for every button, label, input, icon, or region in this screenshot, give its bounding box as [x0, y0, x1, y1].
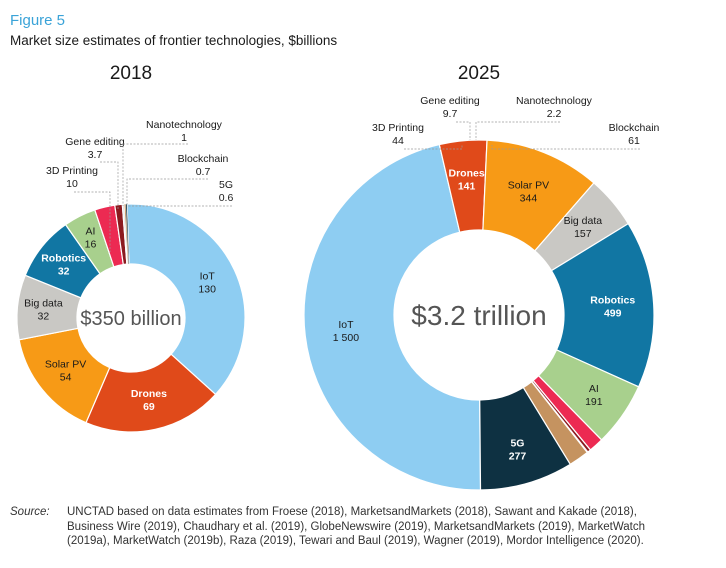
slice-value-solar-pv: 54 [60, 372, 72, 384]
chart-title-2025: 2025 [458, 63, 500, 84]
slice-drones [85, 353, 217, 433]
slice-value-ai: 16 [85, 239, 97, 251]
slice-label-solar-pv: Solar PV [45, 359, 86, 371]
slice-label-5g: 5G [510, 438, 524, 450]
slice-label-3d-printing: 3D Printing [46, 165, 98, 177]
slice-label-drones: Drones [448, 168, 484, 180]
slice-value-5g: 277 [509, 451, 527, 463]
leader-line-nanotechnology [475, 121, 560, 140]
slice-value-nanotechnology: 2.2 [547, 108, 562, 120]
slice-value-blockchain: 61 [628, 135, 640, 147]
slice-label-blockchain: Blockchain [178, 153, 229, 165]
slice-value-iot: 1 500 [333, 332, 359, 344]
leader-line-3d-printing [404, 145, 463, 150]
slice-label-blockchain: Blockchain [609, 122, 660, 134]
leader-line-3d-printing [74, 191, 111, 252]
slice-iot [126, 203, 246, 396]
slice-label-robotics: Robotics [590, 295, 635, 307]
slice-label-big-data: Big data [24, 298, 63, 310]
slice-label-iot: IoT [200, 271, 216, 283]
slice-value-robotics: 499 [604, 308, 622, 320]
slice-label-3d-printing: 3D Printing [372, 122, 424, 134]
slice-label-big-data: Big data [564, 215, 603, 227]
figure-label: Figure 5 [10, 12, 66, 29]
slice-value-solar-pv: 344 [520, 193, 538, 205]
slice-label-ai: AI [86, 226, 96, 238]
slice-value-5g: 0.6 [219, 192, 234, 204]
slice-value-iot: 130 [198, 284, 216, 296]
slice-label-drones: Drones [131, 388, 167, 400]
slice-value-drones: 69 [143, 401, 155, 413]
leader-line-gene-editing [100, 161, 119, 210]
slice-label-robotics: Robotics [41, 252, 86, 264]
slice-5g [125, 203, 130, 265]
figure-title: Market size estimates of frontier techno… [10, 33, 338, 48]
slice-label-nanotechnology: Nanotechnology [516, 95, 593, 107]
slice-label-iot: IoT [338, 319, 354, 331]
leader-line-nanotechnology [122, 143, 188, 206]
slice-iot [303, 143, 482, 491]
slice-value-gene-editing: 3.7 [88, 149, 103, 161]
slice-label-ai: AI [589, 383, 599, 395]
slice-value-robotics: 32 [58, 265, 70, 277]
leader-line-blockchain [491, 145, 640, 150]
center-label-2018: $350 billion [80, 308, 181, 330]
slice-value-3d-printing: 44 [392, 135, 404, 147]
source-label: Source: [10, 506, 50, 518]
slice-label-5g: 5G [219, 179, 233, 191]
slice-value-3d-printing: 10 [66, 178, 78, 190]
slice-value-nanotechnology: 1 [181, 132, 187, 144]
slice-value-ai: 191 [585, 396, 603, 408]
slice-value-drones: 141 [458, 181, 476, 193]
slice-5g [479, 386, 572, 491]
leader-line-gene-editing [456, 121, 471, 140]
slice-value-big-data: 32 [38, 311, 50, 323]
slice-value-gene-editing: 9.7 [443, 108, 458, 120]
slice-value-blockchain: 0.7 [196, 166, 211, 178]
slice-label-gene-editing: Gene editing [65, 136, 125, 148]
slice-robotics [550, 222, 655, 388]
slice-label-solar-pv: Solar PV [508, 180, 549, 192]
slice-label-gene-editing: Gene editing [420, 95, 480, 107]
center-label-2025: $3.2 trillion [411, 300, 546, 331]
slice-label-nanotechnology: Nanotechnology [146, 119, 223, 131]
slice-value-big-data: 157 [574, 228, 592, 240]
source-text: UNCTAD based on data estimates from Froe… [67, 506, 646, 547]
leader-line-blockchain [126, 178, 208, 206]
chart-title-2018: 2018 [110, 63, 152, 84]
